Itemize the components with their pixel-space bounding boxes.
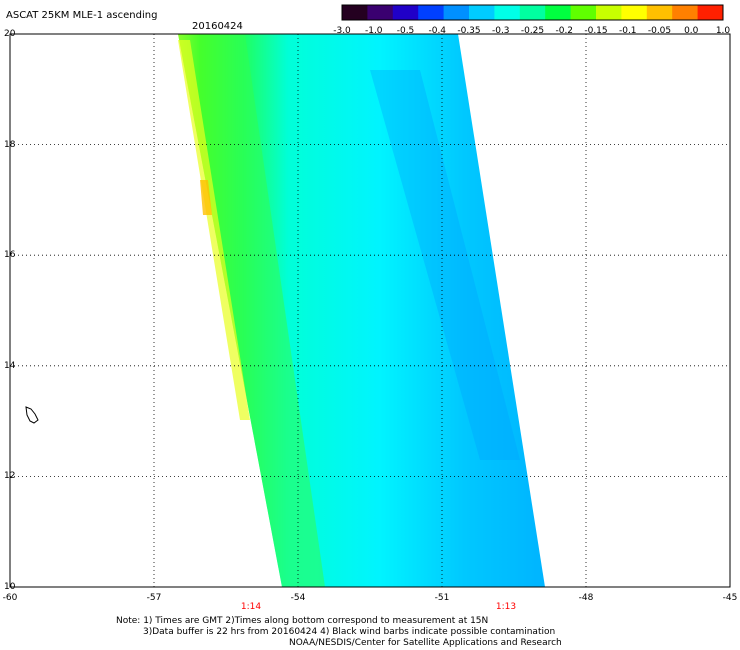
swath-time-right: 1:13 xyxy=(495,602,517,612)
colorbar-tick-label: 0.0 xyxy=(684,26,699,36)
colorbar-border xyxy=(341,4,724,21)
longitude-tick-label: -57 xyxy=(146,593,162,603)
colorbar-tick-label: -0.3 xyxy=(491,26,510,36)
colorbar-tick-label: -1.0 xyxy=(364,26,383,36)
colorbar-tick-label: -0.25 xyxy=(520,26,545,36)
colorbar-tick-label: -0.5 xyxy=(396,26,415,36)
colorbar-tick-label: -0.05 xyxy=(647,26,672,36)
colorbar-segment xyxy=(519,5,546,20)
colorbar-segment xyxy=(342,5,368,20)
latitude-tick-label: 18 xyxy=(4,139,16,150)
colorbar-segment xyxy=(367,5,394,20)
colorbar-segment xyxy=(621,5,648,20)
longitude-tick-label: -51 xyxy=(434,593,450,603)
swath-yellow-edge xyxy=(178,40,250,420)
map-frame xyxy=(9,33,731,588)
colorbar-segment xyxy=(392,5,419,20)
colorbar-tick-label: -3.0 xyxy=(333,26,351,36)
colorbar-tick-label: -0.15 xyxy=(584,26,608,36)
colorbar-segment xyxy=(672,5,699,20)
note-line-1: Note: 1) Times are GMT 2)Times along bot… xyxy=(116,616,489,626)
latitude-tick-label: 10 xyxy=(4,582,16,592)
colorbar-segment xyxy=(570,5,597,20)
colorbar-segment xyxy=(545,5,572,20)
island-outline xyxy=(25,406,39,424)
swath-orange-patch xyxy=(200,180,212,215)
colorbar-tick-label: -0.2 xyxy=(555,26,574,36)
latitude-tick-label: 12 xyxy=(4,471,16,482)
colorbar-tick-label: 1.0 xyxy=(715,26,731,36)
colorbar-segment xyxy=(418,5,445,20)
map-title: ASCAT 25KM MLE-1 ascending xyxy=(6,10,158,21)
longitude-tick-label: -48 xyxy=(578,593,594,603)
lat-lon-grid xyxy=(10,34,730,587)
note-line-2: 3)Data buffer is 22 hrs from 20160424 4)… xyxy=(143,627,556,637)
longitude-tick-label: -45 xyxy=(722,593,738,603)
wind-swath xyxy=(178,34,545,587)
colorbar-segment xyxy=(469,5,495,20)
colorbar-segment xyxy=(443,5,470,20)
colorbar-segment xyxy=(494,5,521,20)
colorbar-segment xyxy=(596,5,622,20)
latitude-tick-label: 20 xyxy=(4,29,16,39)
colorbar-tick-label: -0.35 xyxy=(457,26,481,36)
colorbar-tick-label: -0.4 xyxy=(428,26,447,36)
colorbar-tick-label: -0.1 xyxy=(618,26,637,36)
longitude-tick-label: -54 xyxy=(290,593,306,603)
map-date: 20160424 xyxy=(192,21,243,32)
swath-green-band xyxy=(178,34,325,587)
longitude-tick-label: -60 xyxy=(2,593,18,603)
swath-time-left: 1:14 xyxy=(240,602,262,612)
note-line-3: NOAA/NESDIS/Center for Satellite Applica… xyxy=(289,638,562,648)
swath-blue-band xyxy=(370,70,520,460)
colorbar-segment xyxy=(697,5,724,20)
latitude-tick-label: 14 xyxy=(4,360,16,371)
latitude-tick-label: 16 xyxy=(4,250,16,261)
colorbar-segment xyxy=(646,5,673,20)
color-scale-bar xyxy=(341,4,724,21)
